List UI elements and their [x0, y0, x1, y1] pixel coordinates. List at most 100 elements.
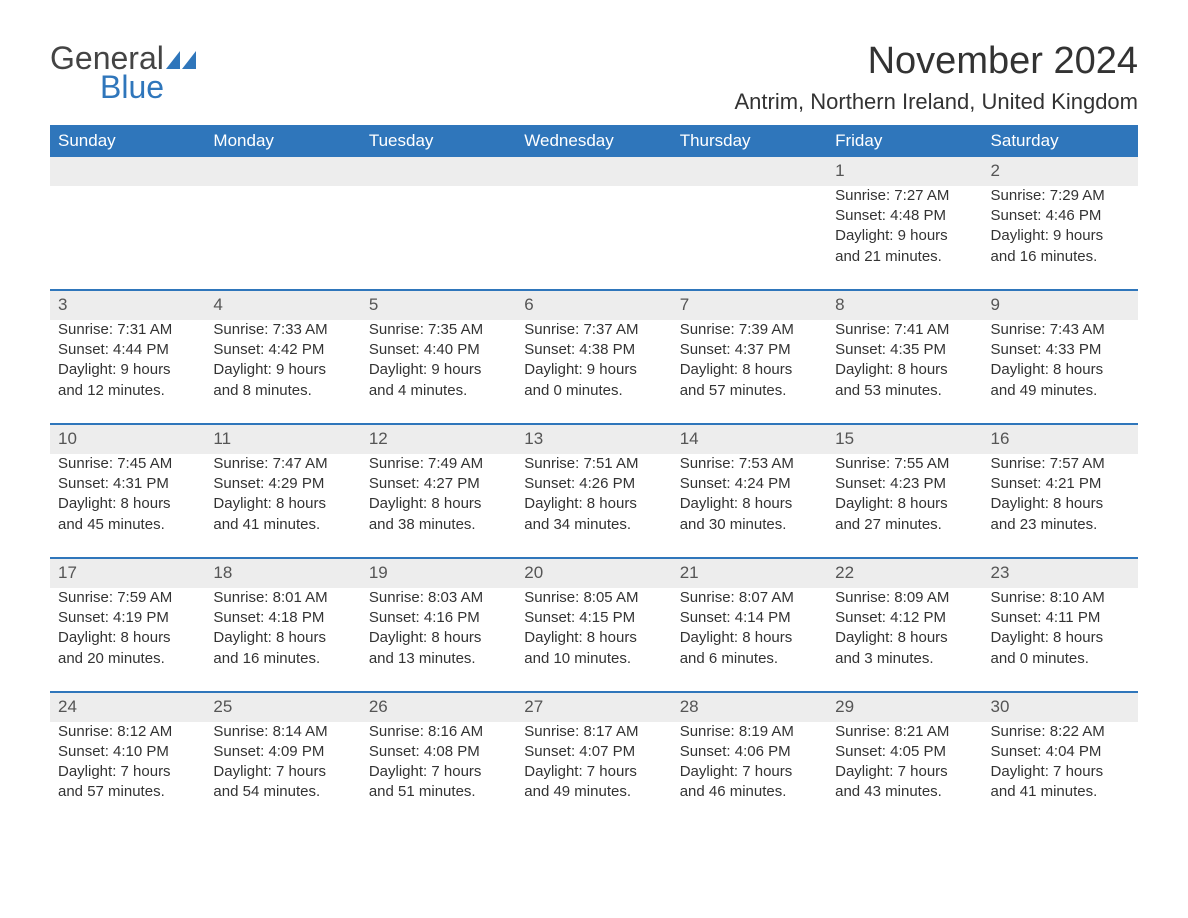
day-info-cell	[516, 186, 671, 290]
dl1-text: Daylight: 8 hours	[213, 628, 352, 648]
day-number-cell: 5	[361, 290, 516, 320]
day-number-cell: 27	[516, 692, 671, 722]
dl2-text: and 38 minutes.	[369, 515, 508, 535]
day-number-cell: 29	[827, 692, 982, 722]
dl2-text: and 53 minutes.	[835, 381, 974, 401]
dl2-text: and 16 minutes.	[213, 649, 352, 669]
dl1-text: Daylight: 8 hours	[991, 360, 1130, 380]
day-info-cell: Sunrise: 8:21 AMSunset: 4:05 PMDaylight:…	[827, 722, 982, 825]
dl1-text: Daylight: 9 hours	[213, 360, 352, 380]
day-info-cell: Sunrise: 8:10 AMSunset: 4:11 PMDaylight:…	[983, 588, 1138, 692]
dl1-text: Daylight: 7 hours	[524, 762, 663, 782]
day-info-cell: Sunrise: 8:16 AMSunset: 4:08 PMDaylight:…	[361, 722, 516, 825]
day-info-cell: Sunrise: 8:12 AMSunset: 4:10 PMDaylight:…	[50, 722, 205, 825]
day-number-cell: 3	[50, 290, 205, 320]
sunset-text: Sunset: 4:11 PM	[991, 608, 1130, 628]
dl1-text: Daylight: 8 hours	[991, 494, 1130, 514]
day-number-cell: 9	[983, 290, 1138, 320]
day-number-cell: 2	[983, 157, 1138, 186]
sunset-text: Sunset: 4:29 PM	[213, 474, 352, 494]
day-header: Friday	[827, 125, 982, 157]
day-info-cell: Sunrise: 8:14 AMSunset: 4:09 PMDaylight:…	[205, 722, 360, 825]
sunrise-text: Sunrise: 7:51 AM	[524, 454, 663, 474]
day-number-cell: 20	[516, 558, 671, 588]
dl1-text: Daylight: 7 hours	[369, 762, 508, 782]
dl2-text: and 0 minutes.	[524, 381, 663, 401]
sunset-text: Sunset: 4:24 PM	[680, 474, 819, 494]
day-info-cell: Sunrise: 8:09 AMSunset: 4:12 PMDaylight:…	[827, 588, 982, 692]
sunrise-text: Sunrise: 8:09 AM	[835, 588, 974, 608]
day-info-cell: Sunrise: 7:33 AMSunset: 4:42 PMDaylight:…	[205, 320, 360, 424]
dl1-text: Daylight: 7 hours	[680, 762, 819, 782]
day-info-cell: Sunrise: 7:43 AMSunset: 4:33 PMDaylight:…	[983, 320, 1138, 424]
day-number-cell	[361, 157, 516, 186]
dl2-text: and 57 minutes.	[58, 782, 197, 802]
dl1-text: Daylight: 8 hours	[835, 494, 974, 514]
dl1-text: Daylight: 7 hours	[58, 762, 197, 782]
day-number-cell: 17	[50, 558, 205, 588]
day-info-cell: Sunrise: 8:05 AMSunset: 4:15 PMDaylight:…	[516, 588, 671, 692]
dl2-text: and 54 minutes.	[213, 782, 352, 802]
sunset-text: Sunset: 4:21 PM	[991, 474, 1130, 494]
day-info-cell: Sunrise: 7:35 AMSunset: 4:40 PMDaylight:…	[361, 320, 516, 424]
sunrise-text: Sunrise: 7:35 AM	[369, 320, 508, 340]
day-number-cell: 25	[205, 692, 360, 722]
day-number-cell	[516, 157, 671, 186]
logo: General Blue	[50, 40, 196, 106]
sunset-text: Sunset: 4:09 PM	[213, 742, 352, 762]
day-number-cell: 10	[50, 424, 205, 454]
dl2-text: and 41 minutes.	[991, 782, 1130, 802]
dl2-text: and 49 minutes.	[991, 381, 1130, 401]
dl2-text: and 20 minutes.	[58, 649, 197, 669]
day-number-cell: 13	[516, 424, 671, 454]
day-info-cell: Sunrise: 7:51 AMSunset: 4:26 PMDaylight:…	[516, 454, 671, 558]
dl2-text: and 43 minutes.	[835, 782, 974, 802]
day-number-cell: 14	[672, 424, 827, 454]
sunrise-text: Sunrise: 7:47 AM	[213, 454, 352, 474]
sunset-text: Sunset: 4:14 PM	[680, 608, 819, 628]
dl2-text: and 6 minutes.	[680, 649, 819, 669]
sunrise-text: Sunrise: 7:27 AM	[835, 186, 974, 206]
dl2-text: and 45 minutes.	[58, 515, 197, 535]
sunrise-text: Sunrise: 8:01 AM	[213, 588, 352, 608]
sunrise-text: Sunrise: 7:59 AM	[58, 588, 197, 608]
dl1-text: Daylight: 8 hours	[680, 628, 819, 648]
dl2-text: and 57 minutes.	[680, 381, 819, 401]
sunset-text: Sunset: 4:04 PM	[991, 742, 1130, 762]
dayinfo-row: Sunrise: 8:12 AMSunset: 4:10 PMDaylight:…	[50, 722, 1138, 825]
sunset-text: Sunset: 4:10 PM	[58, 742, 197, 762]
calendar-table: Sunday Monday Tuesday Wednesday Thursday…	[50, 125, 1138, 825]
dl2-text: and 16 minutes.	[991, 247, 1130, 267]
day-number-cell: 8	[827, 290, 982, 320]
sunrise-text: Sunrise: 7:45 AM	[58, 454, 197, 474]
sunset-text: Sunset: 4:16 PM	[369, 608, 508, 628]
dl1-text: Daylight: 8 hours	[369, 494, 508, 514]
sunrise-text: Sunrise: 7:31 AM	[58, 320, 197, 340]
dl1-text: Daylight: 8 hours	[524, 628, 663, 648]
dl2-text: and 12 minutes.	[58, 381, 197, 401]
sunrise-text: Sunrise: 8:22 AM	[991, 722, 1130, 742]
day-info-cell: Sunrise: 8:07 AMSunset: 4:14 PMDaylight:…	[672, 588, 827, 692]
day-info-cell: Sunrise: 7:31 AMSunset: 4:44 PMDaylight:…	[50, 320, 205, 424]
sunset-text: Sunset: 4:18 PM	[213, 608, 352, 628]
sunset-text: Sunset: 4:40 PM	[369, 340, 508, 360]
logo-triangle-icon	[166, 49, 196, 69]
day-info-cell	[50, 186, 205, 290]
dl1-text: Daylight: 7 hours	[213, 762, 352, 782]
sunset-text: Sunset: 4:38 PM	[524, 340, 663, 360]
dl1-text: Daylight: 8 hours	[58, 628, 197, 648]
dl2-text: and 21 minutes.	[835, 247, 974, 267]
sunset-text: Sunset: 4:07 PM	[524, 742, 663, 762]
day-info-cell: Sunrise: 8:22 AMSunset: 4:04 PMDaylight:…	[983, 722, 1138, 825]
sunset-text: Sunset: 4:27 PM	[369, 474, 508, 494]
daynum-row: 3456789	[50, 290, 1138, 320]
dl2-text: and 0 minutes.	[991, 649, 1130, 669]
dl2-text: and 41 minutes.	[213, 515, 352, 535]
sunrise-text: Sunrise: 8:10 AM	[991, 588, 1130, 608]
sunrise-text: Sunrise: 8:05 AM	[524, 588, 663, 608]
dl2-text: and 51 minutes.	[369, 782, 508, 802]
sunrise-text: Sunrise: 8:17 AM	[524, 722, 663, 742]
dl1-text: Daylight: 8 hours	[524, 494, 663, 514]
dl2-text: and 10 minutes.	[524, 649, 663, 669]
day-info-cell: Sunrise: 8:01 AMSunset: 4:18 PMDaylight:…	[205, 588, 360, 692]
